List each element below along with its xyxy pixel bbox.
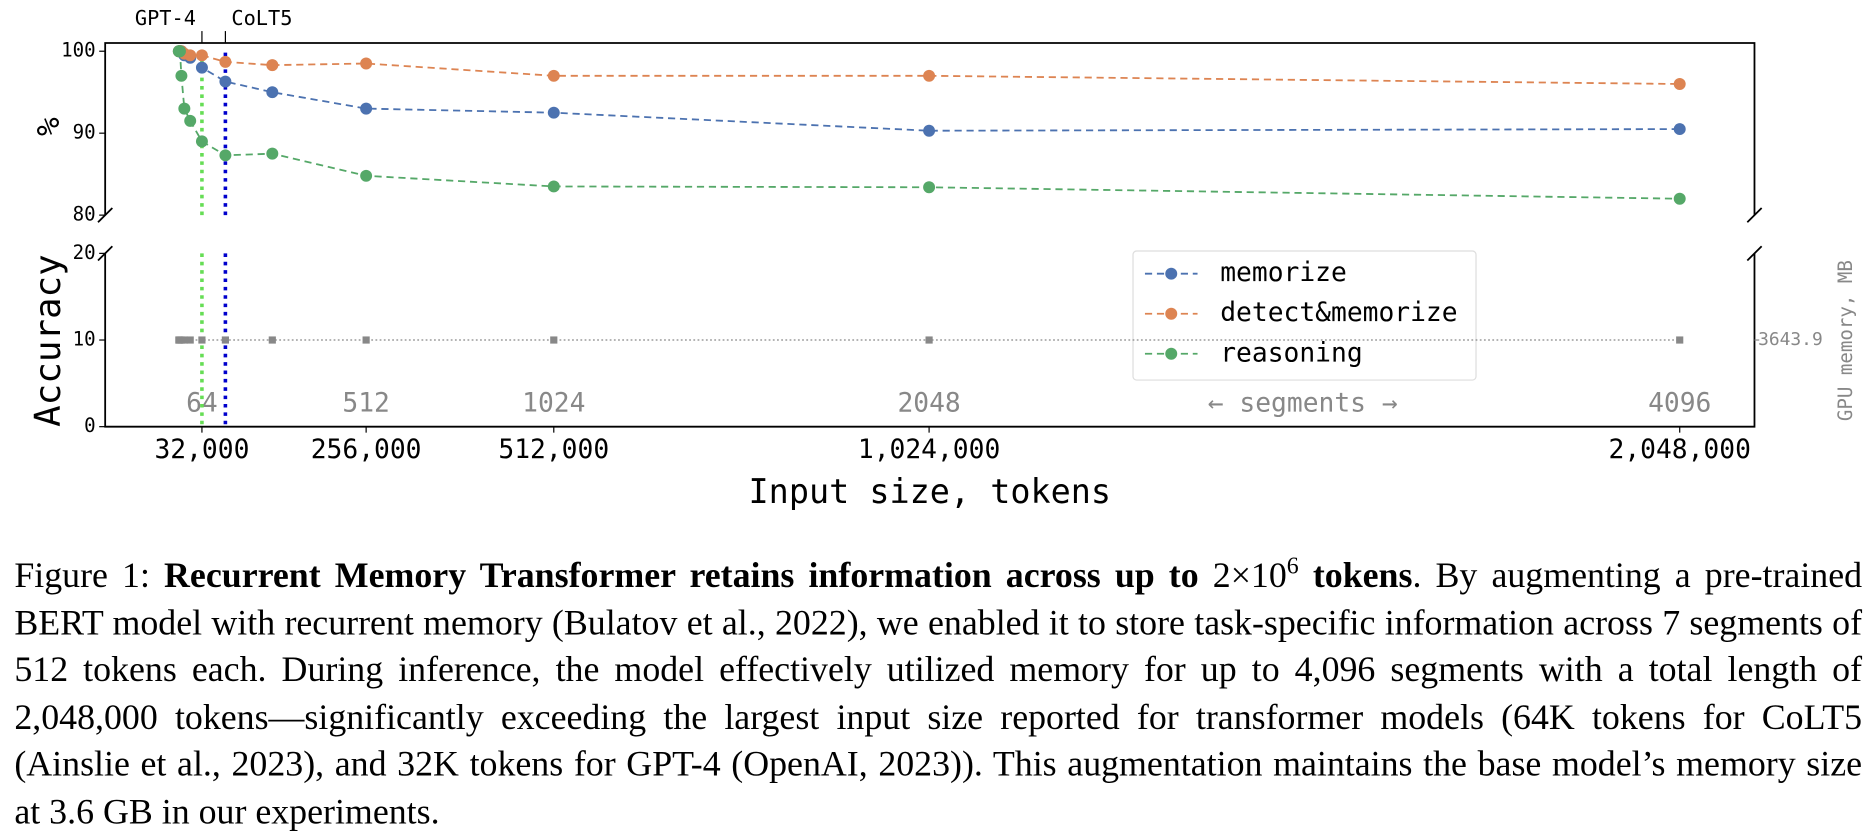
series-point	[184, 49, 197, 62]
y-tick-label: 20	[73, 241, 96, 264]
y-tick-label: 80	[73, 203, 96, 226]
series-point	[923, 124, 936, 137]
axis-break	[1746, 207, 1763, 223]
legend-label: detect&memorize	[1220, 298, 1457, 328]
x-tick-label: 32,000	[154, 435, 249, 465]
y2-label: GPU memory, MB	[1834, 260, 1857, 421]
legend-label: reasoning	[1220, 338, 1362, 368]
series-point	[923, 181, 936, 194]
series-point	[266, 86, 279, 99]
series-point	[266, 147, 279, 160]
marker-label: GPT-4	[135, 6, 196, 30]
gpu-point	[268, 336, 276, 344]
series-point	[547, 180, 560, 193]
series-point	[547, 69, 560, 82]
caption-math: 2×10	[1212, 555, 1287, 596]
series-point	[360, 169, 373, 182]
series-point	[219, 149, 232, 162]
series-point	[360, 57, 373, 70]
legend-box	[1132, 250, 1477, 381]
series-line	[178, 50, 1680, 132]
gpu-point	[186, 336, 194, 344]
x-tick-label: 256,000	[311, 435, 422, 465]
x-tick-label: 1,024,000	[858, 435, 1000, 465]
series-point	[219, 55, 232, 68]
series-point	[173, 45, 186, 58]
x-label: Input size, tokens	[749, 472, 1112, 511]
series-point	[219, 75, 232, 88]
axis-break	[1746, 245, 1763, 262]
caption-math-sup: 6	[1286, 553, 1299, 580]
gpu-point	[198, 336, 206, 344]
series-point	[1673, 192, 1686, 205]
segment-tick-label: 1024	[522, 388, 585, 418]
segment-tick-label: 4096	[1648, 388, 1711, 418]
upper-frame	[104, 42, 1756, 216]
caption-title: Recurrent Memory Transformer retains inf…	[164, 555, 1199, 596]
series-point	[266, 59, 279, 72]
x-tick-label: 512,000	[498, 435, 609, 465]
gpu-point	[550, 336, 558, 344]
legend-label: memorize	[1220, 258, 1347, 288]
gpu-point	[180, 336, 188, 344]
series-point	[923, 69, 936, 82]
marker-label: CoLT5	[231, 6, 292, 30]
y2-tick-label: 3643.9	[1758, 329, 1823, 350]
series-point	[195, 49, 208, 62]
series-point	[1673, 123, 1686, 136]
segment-tick-label: 2048	[897, 388, 960, 418]
series-point	[184, 114, 197, 127]
segment-tick-label: 512	[342, 388, 389, 418]
gpu-point	[362, 336, 370, 344]
series-point	[547, 106, 560, 119]
caption-label: Figure 1:	[14, 555, 150, 596]
y-tick-label: 0	[84, 414, 96, 437]
gpu-point	[1676, 336, 1684, 344]
caption: Figure 1: Recurrent Memory Transformer r…	[14, 552, 1862, 835]
series-point	[175, 69, 188, 82]
gpu-point	[221, 336, 229, 344]
gpu-point	[925, 336, 933, 344]
series-point	[178, 102, 191, 115]
chart: % Accuracy Input size, tokens ← segments…	[28, 6, 1857, 511]
segments-label: ← segments →	[1208, 388, 1398, 418]
caption-title-end: tokens	[1312, 555, 1413, 596]
legend-swatch-point	[1165, 267, 1178, 280]
series-point	[1673, 78, 1686, 90]
y-label: Accuracy	[28, 254, 69, 427]
series-point	[195, 61, 208, 74]
legend-swatch-point	[1165, 307, 1178, 320]
y-tick-label: 100	[61, 39, 96, 62]
caption-body: . By augmenting a pre-trained BERT model…	[14, 555, 1863, 832]
series-point	[360, 102, 373, 115]
axes-frame	[97, 42, 1763, 428]
y-label-top: %	[31, 117, 67, 136]
series-point	[195, 135, 208, 148]
y-tick-label: 10	[73, 328, 96, 351]
y-tick-label: 90	[73, 121, 96, 144]
legend-swatch-point	[1165, 347, 1178, 360]
x-tick-label: 2,048,000	[1609, 435, 1751, 465]
